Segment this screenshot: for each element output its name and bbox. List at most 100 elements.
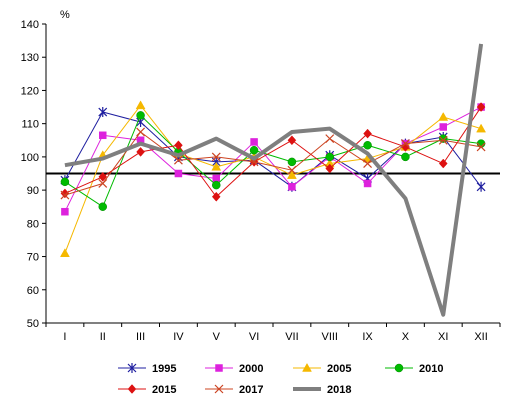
series-2005 xyxy=(59,100,487,257)
data-point-2000 xyxy=(61,207,69,216)
data-point-2015 xyxy=(287,135,297,146)
data-point-2010 xyxy=(60,177,70,187)
series-line-2015 xyxy=(64,106,482,198)
data-point-2015 xyxy=(438,158,448,169)
x-tick-label: XI xyxy=(438,331,448,343)
data-point-2010 xyxy=(136,111,145,120)
series-line-2017 xyxy=(64,131,482,196)
legend-label: 1995 xyxy=(152,363,176,375)
legend-label: 2017 xyxy=(239,384,263,396)
data-point-2017 xyxy=(60,190,70,200)
series-line-2010 xyxy=(64,114,482,208)
data-point-2005 xyxy=(438,112,449,121)
data-point-2015 xyxy=(363,128,372,139)
legend-marker xyxy=(394,363,404,373)
data-point-2017 xyxy=(476,142,486,152)
y-tick-label: 120 xyxy=(21,85,39,97)
data-point-2010 xyxy=(401,152,410,162)
y-tick-label: 100 xyxy=(21,152,39,164)
legend-item-2010: 2010 xyxy=(385,363,443,375)
legend-item-2018: 2018 xyxy=(293,384,351,396)
series-2018 xyxy=(64,43,484,317)
data-point-2010 xyxy=(287,157,297,167)
y-tick-label: 110 xyxy=(21,119,39,131)
legend-label: 2015 xyxy=(152,384,176,396)
data-point-2015 xyxy=(174,140,183,151)
legend-marker xyxy=(214,384,224,394)
y-tick-label: 60 xyxy=(27,285,39,297)
series-2000 xyxy=(61,103,485,216)
x-tick-label: II xyxy=(100,331,106,343)
x-tick-label: III xyxy=(136,331,145,343)
data-point-2005 xyxy=(135,100,146,110)
data-point-2010 xyxy=(363,141,372,150)
x-tick-label: V xyxy=(213,331,221,343)
data-point-2015 xyxy=(211,191,221,202)
y-tick-label: 80 xyxy=(27,218,39,230)
data-point-2010 xyxy=(98,202,107,211)
data-point-2000 xyxy=(99,131,107,140)
y-tick-label: 130 xyxy=(21,52,39,64)
data-point-2000 xyxy=(439,123,447,131)
legend-item-2000: 2000 xyxy=(205,363,263,375)
data-point-2017 xyxy=(400,139,410,149)
data-point-2010 xyxy=(439,134,448,143)
data-point-1995 xyxy=(98,107,108,118)
data-point-2010 xyxy=(212,180,221,190)
legend: 1995 2000 2005 2010 2015 2017 2018 xyxy=(118,362,443,396)
x-tick-label: I xyxy=(63,331,66,343)
x-tick-label: VI xyxy=(249,331,259,343)
y-axis-unit: % xyxy=(60,9,70,21)
series-line-2000 xyxy=(64,106,482,212)
x-tick-label: IX xyxy=(362,331,373,343)
y-tick-label: 90 xyxy=(27,185,39,197)
data-point-2017 xyxy=(287,165,297,175)
data-point-2005 xyxy=(59,248,70,257)
x-tick-label: X xyxy=(402,331,410,343)
legend-item-2005: 2005 xyxy=(293,362,351,375)
data-point-2015 xyxy=(325,163,335,174)
legend-item-2017: 2017 xyxy=(205,384,263,396)
series-layer xyxy=(59,43,487,317)
x-tick-label: VII xyxy=(285,331,298,343)
legend-marker xyxy=(215,364,223,372)
legend-item-2015: 2015 xyxy=(118,384,176,396)
data-point-2010 xyxy=(325,152,334,162)
data-point-2015 xyxy=(136,147,145,157)
legend-label: 2005 xyxy=(327,363,351,375)
legend-label: 2010 xyxy=(419,363,443,375)
x-tick-label: IV xyxy=(173,331,184,343)
data-point-2010 xyxy=(249,145,259,155)
data-point-2015 xyxy=(476,102,486,112)
data-point-2017 xyxy=(325,134,335,144)
x-tick-label: XII xyxy=(474,331,487,343)
data-point-2000 xyxy=(250,138,258,146)
series-line-2005 xyxy=(64,104,482,254)
data-point-2005 xyxy=(476,123,487,133)
series-line-2018 xyxy=(64,43,484,317)
data-point-2015 xyxy=(98,171,108,182)
legend-marker xyxy=(127,363,137,373)
legend-marker xyxy=(302,362,312,372)
legend-label: 2000 xyxy=(239,363,263,375)
data-point-2000 xyxy=(174,169,183,178)
data-point-1995 xyxy=(476,181,486,192)
legend-label: 2018 xyxy=(327,384,351,396)
data-point-2017 xyxy=(438,135,448,145)
data-point-2017 xyxy=(98,179,108,188)
data-point-2015 xyxy=(60,188,70,199)
x-tick-label: VIII xyxy=(321,331,338,343)
y-tick-label: 70 xyxy=(27,252,39,264)
legend-item-1995: 1995 xyxy=(118,363,176,375)
data-point-2000 xyxy=(288,183,296,191)
data-point-2017 xyxy=(173,155,183,165)
legend-marker xyxy=(127,384,137,394)
data-point-2017 xyxy=(363,159,373,168)
data-point-2000 xyxy=(363,179,372,188)
data-point-2017 xyxy=(136,127,146,137)
data-point-2005 xyxy=(286,170,297,179)
data-point-2005 xyxy=(211,161,222,171)
